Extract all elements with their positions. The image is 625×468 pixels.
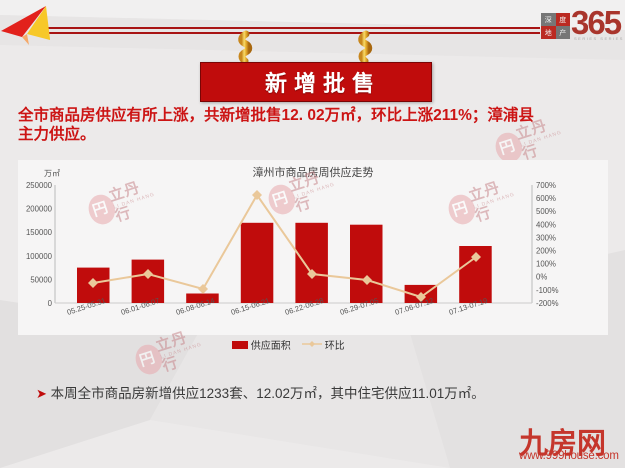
svg-text:400%: 400%: [536, 220, 556, 229]
svg-text:500%: 500%: [536, 207, 556, 216]
svg-text:50000: 50000: [30, 275, 52, 284]
svg-text:100%: 100%: [536, 260, 556, 269]
svg-text:200%: 200%: [536, 247, 556, 256]
svg-text:100000: 100000: [26, 252, 53, 261]
svg-text:-200%: -200%: [536, 299, 559, 308]
svg-text:万㎡: 万㎡: [44, 169, 60, 178]
svg-text:0%: 0%: [536, 273, 547, 282]
svg-text:700%: 700%: [536, 181, 556, 190]
svg-text:0: 0: [48, 299, 53, 308]
svg-text:250000: 250000: [26, 181, 53, 190]
svg-text:150000: 150000: [26, 228, 53, 237]
svg-text:-100%: -100%: [536, 286, 559, 295]
svg-text:300%: 300%: [536, 233, 556, 242]
svg-text:200000: 200000: [26, 205, 53, 214]
svg-text:600%: 600%: [536, 194, 556, 203]
